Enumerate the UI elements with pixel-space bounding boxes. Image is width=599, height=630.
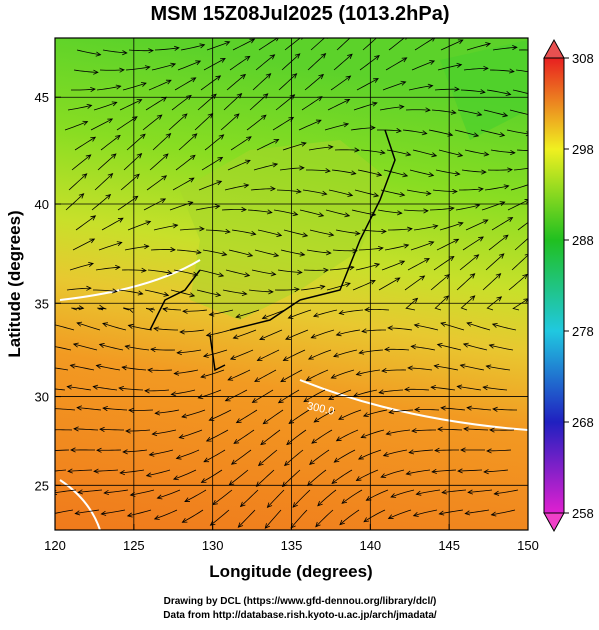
x-tick-label: 120 [44, 538, 66, 553]
y-tick-label: 45 [35, 90, 49, 105]
stream-arrow [45, 449, 50, 453]
stream-arrow [532, 216, 537, 220]
x-tick-label: 150 [517, 538, 539, 553]
stream-arrow [49, 511, 54, 515]
colorbar-tick-label: 308 [572, 51, 594, 66]
colorbar-tick-label: 288 [572, 233, 594, 248]
x-tick-label: 135 [281, 538, 303, 553]
y-tick-label: 35 [35, 296, 49, 311]
stream-arrow [536, 148, 541, 152]
stream-arrow [47, 344, 52, 348]
footer-line: Data from http://database.rish.kyoto-u.a… [163, 610, 437, 621]
stream-arrow [535, 71, 540, 75]
x-tick-label: 125 [123, 538, 145, 553]
y-axis-label: Latitude (degrees) [5, 210, 24, 357]
stream-arrow [538, 48, 543, 52]
footer-line: Drawing by DCL (https://www.gfd-dennou.o… [164, 596, 437, 607]
colorbar-tick-label: 268 [572, 415, 594, 430]
streamline [517, 150, 541, 151]
stream-arrow [42, 470, 47, 474]
y-tick-label: 40 [35, 197, 49, 212]
colorbar-tick-label: 278 [572, 324, 594, 339]
y-tick-label: 30 [35, 390, 49, 405]
title: MSM 15Z08Jul2025 (1013.2hPa) [150, 3, 449, 25]
stream-arrow [48, 428, 53, 432]
x-tick-label: 130 [202, 538, 224, 553]
stream-arrow [528, 113, 533, 117]
colorbar [544, 58, 564, 513]
plot-area [41, 34, 543, 530]
colorbar-tick-label: 298 [572, 142, 594, 157]
stream-arrow [533, 165, 538, 169]
stream-arrow [528, 234, 533, 239]
stream-arrow [44, 365, 49, 369]
stream-arrow [529, 182, 534, 186]
x-axis-label: Longitude (degrees) [209, 562, 372, 581]
colorbar-tick-label: 258 [572, 506, 594, 521]
stream-arrow [531, 92, 536, 96]
colorbar-min-arrow [544, 513, 564, 531]
x-tick-label: 140 [359, 538, 381, 553]
x-tick-label: 145 [438, 538, 460, 553]
y-tick-label: 25 [35, 478, 49, 493]
colorbar-max-arrow [544, 40, 564, 58]
